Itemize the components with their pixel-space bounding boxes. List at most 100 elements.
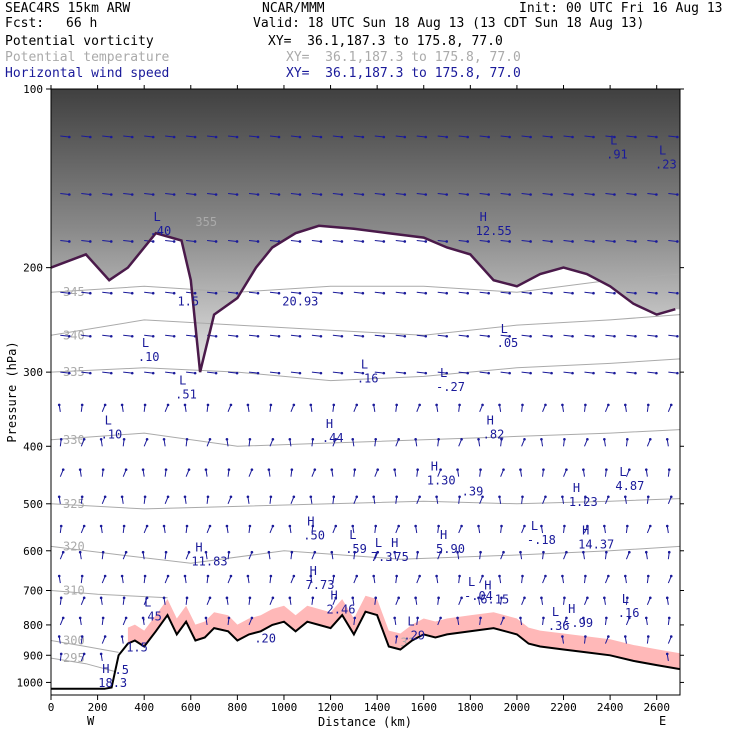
wind-extremum-value: .10 bbox=[138, 350, 160, 364]
wind-vector-head bbox=[523, 437, 526, 441]
wind-vector bbox=[416, 291, 426, 294]
wind-vector-head bbox=[361, 135, 365, 139]
wind-vector-head bbox=[288, 524, 292, 528]
wind-vector-head bbox=[214, 371, 218, 375]
wind-vector-head bbox=[397, 524, 400, 528]
wind-vector-head bbox=[183, 403, 187, 407]
wind-extremum-marker: L bbox=[610, 134, 617, 148]
x-tick-label: 2000 bbox=[504, 701, 531, 714]
wind-extremum-marker: H bbox=[568, 602, 575, 616]
wind-vector-head bbox=[206, 574, 210, 578]
wind-vector bbox=[227, 193, 238, 195]
wind-extremum-value: .45 bbox=[140, 609, 162, 623]
wind-vector-head bbox=[248, 437, 252, 441]
wind-vector-head bbox=[418, 403, 421, 407]
wind-vector-head bbox=[256, 291, 260, 295]
wind-vector-head bbox=[68, 193, 71, 196]
wind-vector-head bbox=[68, 135, 71, 139]
wind-vector-head bbox=[330, 550, 334, 554]
wind-vector-head bbox=[466, 334, 469, 338]
wind-vector-head bbox=[613, 291, 616, 295]
wind-vector bbox=[269, 135, 280, 138]
wind-vector-head bbox=[418, 495, 421, 499]
wind-vector-head bbox=[584, 635, 587, 638]
tropopause-pv-line bbox=[51, 224, 676, 373]
field-wind-xy: XY= 36.1,187.3 to 175.8, 77.0 bbox=[286, 66, 521, 81]
wind-vector bbox=[227, 135, 238, 138]
wind-vector-head bbox=[460, 596, 463, 600]
wind-vector-head bbox=[644, 550, 648, 554]
wind-vector-head bbox=[529, 334, 532, 338]
wind-vector-head bbox=[550, 193, 553, 196]
wind-vector-head bbox=[88, 291, 92, 295]
wind-vector bbox=[605, 135, 615, 138]
wind-vector-head bbox=[414, 596, 417, 600]
wind-vector-head bbox=[162, 437, 166, 441]
wind-vector-head bbox=[624, 635, 627, 638]
wind-extremum-value: .05 bbox=[497, 336, 519, 350]
wind-vector bbox=[458, 135, 468, 138]
wind-vector-head bbox=[256, 135, 260, 139]
wind-vector-head bbox=[353, 616, 357, 620]
wind-vector-head bbox=[269, 403, 273, 407]
wind-vector-head bbox=[204, 550, 208, 554]
wind-vector-head bbox=[382, 135, 386, 139]
wind-vector-head bbox=[487, 240, 490, 243]
wind-extremum-marker: H bbox=[331, 589, 338, 603]
wind-vector-head bbox=[561, 574, 564, 578]
wind-vector-head bbox=[80, 403, 84, 407]
wind-extremum-value: .50 bbox=[303, 529, 325, 543]
wind-vector-head bbox=[256, 193, 260, 196]
wind-vector-head bbox=[586, 596, 589, 600]
wind-vector-head bbox=[624, 403, 627, 407]
wind-vector-head bbox=[227, 468, 231, 471]
low-level-pv-fill bbox=[127, 595, 680, 670]
wind-vector-head bbox=[648, 437, 652, 441]
wind-vector-head bbox=[634, 135, 637, 139]
wind-vector-head bbox=[109, 240, 113, 243]
x-tick-label: 1600 bbox=[410, 701, 437, 714]
wind-vector-head bbox=[143, 495, 147, 499]
wind-vector-head bbox=[508, 291, 511, 295]
wind-extremum-marker: L bbox=[361, 358, 368, 372]
wind-vector bbox=[395, 239, 405, 242]
x-tick-label: 2200 bbox=[550, 701, 577, 714]
wind-extremum-value: .44 bbox=[322, 431, 344, 445]
wind-vector-head bbox=[655, 334, 658, 338]
wind-vector-head bbox=[235, 291, 239, 295]
wind-vector bbox=[165, 135, 175, 138]
wind-vector-head bbox=[372, 574, 376, 578]
wind-vector-head bbox=[676, 371, 679, 375]
wind-vector-head bbox=[340, 193, 344, 196]
wind-vector-head bbox=[151, 135, 155, 139]
wind-vector bbox=[395, 135, 405, 138]
wind-vector-head bbox=[193, 291, 197, 295]
wind-vector-head bbox=[456, 616, 459, 620]
wind-vector-head bbox=[655, 135, 658, 139]
wind-vector bbox=[479, 371, 489, 374]
wind-vector-head bbox=[187, 468, 191, 471]
wind-vector bbox=[374, 291, 384, 294]
wind-extremum-marker: L bbox=[142, 336, 149, 350]
wind-vector-head bbox=[88, 193, 92, 196]
wind-vector bbox=[60, 193, 70, 195]
x-tick-label: 600 bbox=[181, 701, 201, 714]
wind-vector-head bbox=[361, 334, 365, 338]
wind-vector-head bbox=[676, 240, 679, 243]
wind-vector bbox=[207, 239, 217, 242]
wind-vector-head bbox=[204, 616, 208, 620]
wind-vector bbox=[374, 371, 384, 374]
wind-vector-head bbox=[477, 596, 480, 600]
wind-vector bbox=[647, 239, 657, 242]
wind-vector-head bbox=[550, 291, 553, 295]
wind-vector-head bbox=[374, 437, 378, 441]
wind-vector-head bbox=[340, 334, 344, 338]
wind-vector-head bbox=[424, 193, 428, 196]
wind-vector-head bbox=[235, 193, 239, 196]
field-theta-name: Potential temperature bbox=[5, 50, 170, 65]
wind-vector-head bbox=[99, 652, 103, 656]
wind-vector bbox=[521, 135, 531, 138]
wind-vector bbox=[542, 239, 552, 242]
wind-vector bbox=[290, 334, 301, 337]
wind-vector bbox=[144, 135, 154, 138]
